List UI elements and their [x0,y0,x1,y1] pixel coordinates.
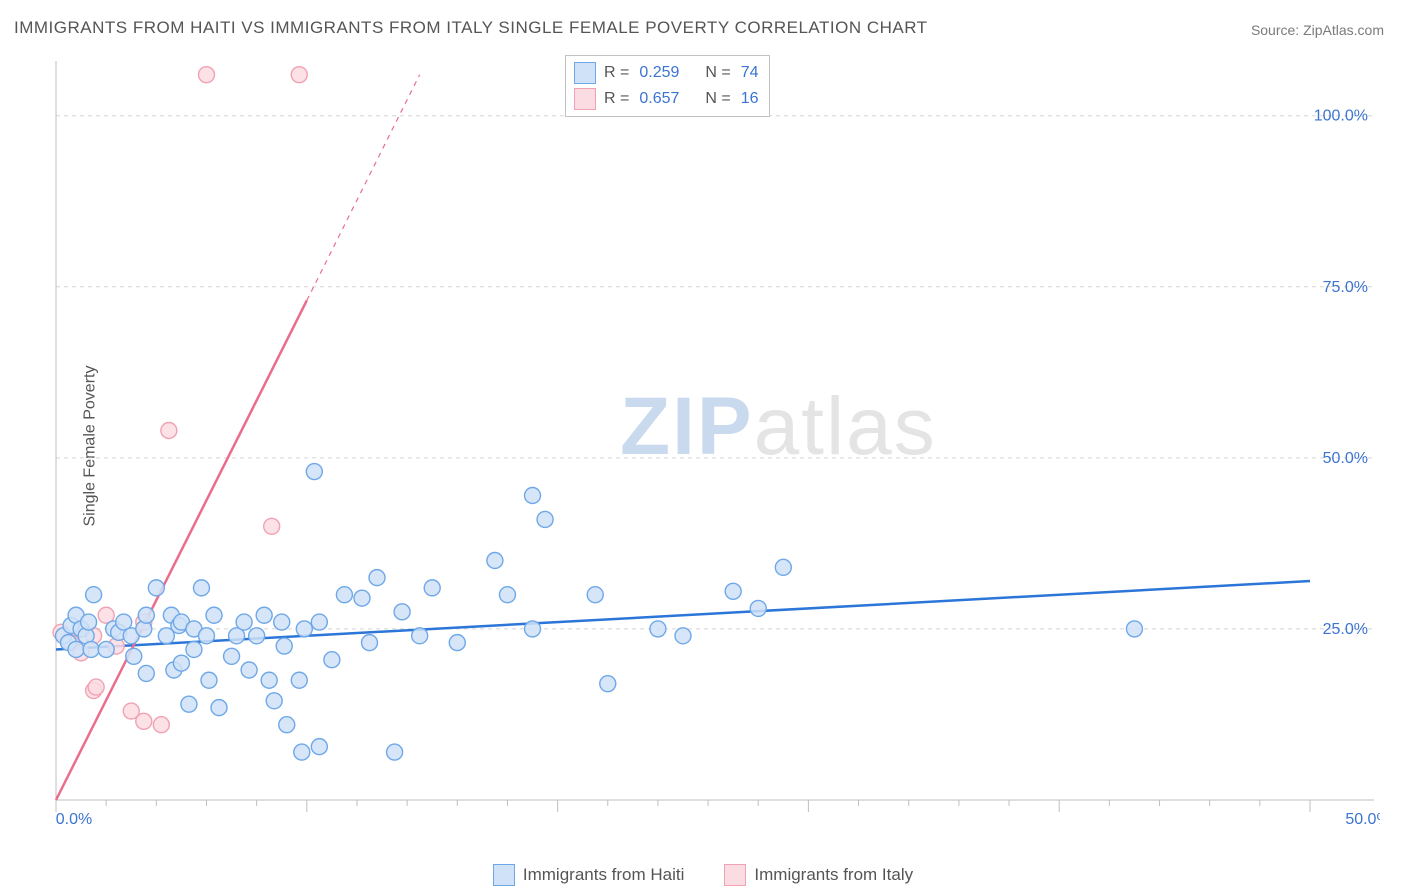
stat-row: R = 0.657 N = 16 [574,86,759,112]
chart-title: IMMIGRANTS FROM HAITI VS IMMIGRANTS FROM… [14,18,928,38]
r-value: 0.259 [639,60,679,86]
svg-text:100.0%: 100.0% [1314,108,1368,125]
stat-row: R = 0.259 N = 74 [574,60,759,86]
legend-label: Immigrants from Haiti [523,865,685,885]
series-swatch [574,88,596,110]
series-legend: Immigrants from Haiti Immigrants from Ita… [0,864,1406,886]
n-label: N = [705,86,730,112]
r-label: R = [604,60,629,86]
plot-area: 25.0% 50.0% 75.0% 100.0% 0.0% 50.0% [50,55,1380,830]
legend-swatch [724,864,746,886]
svg-text:50.0%: 50.0% [1345,811,1380,828]
r-label: R = [604,86,629,112]
n-label: N = [705,60,730,86]
svg-text:25.0%: 25.0% [1323,621,1368,638]
n-value: 74 [741,60,759,86]
correlation-legend: R = 0.259 N = 74 R = 0.657 N = 16 [565,55,770,117]
legend-item: Immigrants from Haiti [493,864,685,886]
legend-item: Immigrants from Italy [724,864,913,886]
svg-text:50.0%: 50.0% [1323,450,1368,467]
legend-swatch [493,864,515,886]
svg-text:75.0%: 75.0% [1323,279,1368,296]
r-value: 0.657 [639,86,679,112]
n-value: 16 [741,86,759,112]
series-swatch [574,62,596,84]
scatter-chart: 25.0% 50.0% 75.0% 100.0% 0.0% 50.0% [50,55,1380,830]
chart-source: Source: ZipAtlas.com [1251,22,1384,38]
legend-label: Immigrants from Italy [754,865,913,885]
svg-text:0.0%: 0.0% [56,811,92,828]
